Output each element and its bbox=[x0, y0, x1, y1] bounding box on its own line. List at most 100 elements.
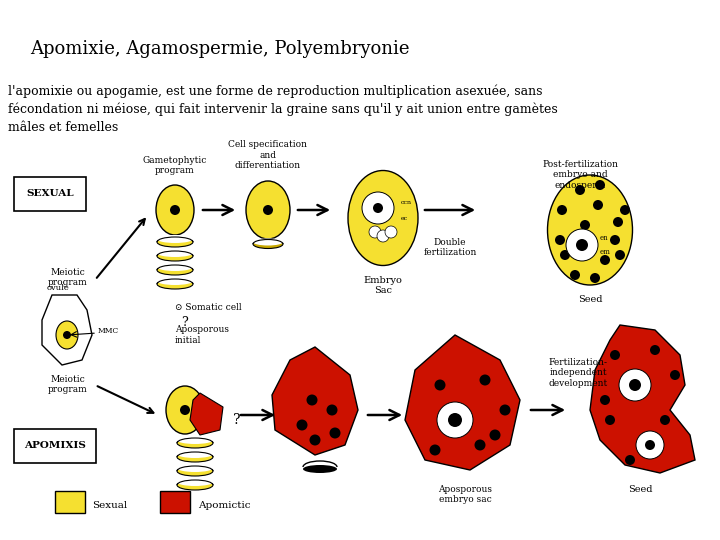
Circle shape bbox=[297, 420, 307, 430]
Text: Seed: Seed bbox=[628, 485, 652, 494]
Circle shape bbox=[660, 415, 670, 425]
Text: Aposporous
embryo sac: Aposporous embryo sac bbox=[438, 485, 492, 504]
Circle shape bbox=[595, 180, 605, 190]
Ellipse shape bbox=[253, 239, 283, 246]
Text: Gametophytic
program: Gametophytic program bbox=[143, 156, 207, 175]
Circle shape bbox=[555, 235, 565, 245]
Ellipse shape bbox=[177, 436, 213, 444]
Text: Post-fertilization
embryo and
endosperm: Post-fertilization embryo and endosperm bbox=[542, 160, 618, 190]
Circle shape bbox=[670, 370, 680, 380]
Circle shape bbox=[650, 345, 660, 355]
Circle shape bbox=[448, 413, 462, 427]
Circle shape bbox=[625, 455, 635, 465]
Text: Aposporous
initial: Aposporous initial bbox=[175, 325, 229, 345]
Text: ?: ? bbox=[181, 315, 189, 328]
Circle shape bbox=[170, 205, 180, 215]
FancyBboxPatch shape bbox=[160, 491, 190, 513]
Circle shape bbox=[615, 250, 625, 260]
Circle shape bbox=[575, 185, 585, 195]
Ellipse shape bbox=[348, 171, 418, 266]
Polygon shape bbox=[190, 393, 223, 435]
FancyBboxPatch shape bbox=[55, 491, 85, 513]
Text: ec: ec bbox=[401, 215, 408, 220]
Circle shape bbox=[63, 331, 71, 339]
Circle shape bbox=[605, 415, 615, 425]
Ellipse shape bbox=[166, 386, 204, 434]
Ellipse shape bbox=[177, 452, 213, 462]
Text: MMC: MMC bbox=[98, 327, 120, 335]
Text: fécondation ni méiose, qui fait intervenir la graine sans qu'il y ait union entr: fécondation ni méiose, qui fait interven… bbox=[8, 103, 558, 117]
Circle shape bbox=[600, 255, 610, 265]
Text: en: en bbox=[600, 234, 608, 242]
Polygon shape bbox=[590, 325, 695, 473]
Circle shape bbox=[180, 405, 190, 415]
Ellipse shape bbox=[157, 265, 193, 275]
Text: Seed: Seed bbox=[577, 295, 602, 304]
Circle shape bbox=[610, 350, 620, 360]
Circle shape bbox=[474, 440, 485, 450]
Ellipse shape bbox=[177, 438, 213, 448]
Ellipse shape bbox=[246, 181, 290, 239]
Ellipse shape bbox=[157, 277, 193, 285]
Ellipse shape bbox=[177, 464, 213, 472]
Ellipse shape bbox=[177, 480, 213, 490]
Circle shape bbox=[619, 369, 651, 401]
Text: Apomictic: Apomictic bbox=[198, 501, 251, 510]
Ellipse shape bbox=[177, 466, 213, 476]
Circle shape bbox=[490, 429, 500, 441]
Circle shape bbox=[590, 273, 600, 283]
Text: Sexual: Sexual bbox=[92, 501, 127, 510]
Circle shape bbox=[620, 205, 630, 215]
Ellipse shape bbox=[157, 279, 193, 289]
Text: ⊙ Somatic cell: ⊙ Somatic cell bbox=[175, 303, 242, 313]
Circle shape bbox=[369, 226, 381, 238]
Ellipse shape bbox=[253, 240, 283, 248]
Text: ccn: ccn bbox=[401, 200, 412, 206]
Text: mâles et femelles: mâles et femelles bbox=[8, 121, 118, 134]
Ellipse shape bbox=[177, 478, 213, 486]
Ellipse shape bbox=[547, 175, 632, 285]
Text: Cell specification
and
differentiation: Cell specification and differentiation bbox=[228, 140, 307, 170]
Text: Fertilization-
independent
development: Fertilization- independent development bbox=[549, 358, 608, 388]
FancyBboxPatch shape bbox=[14, 429, 96, 463]
Circle shape bbox=[629, 379, 641, 391]
Circle shape bbox=[362, 192, 394, 224]
Circle shape bbox=[385, 226, 397, 238]
Polygon shape bbox=[272, 347, 358, 455]
Circle shape bbox=[500, 404, 510, 415]
FancyBboxPatch shape bbox=[14, 177, 86, 211]
Circle shape bbox=[613, 217, 623, 227]
Text: Apomixie, Agamospermie, Polyembryonie: Apomixie, Agamospermie, Polyembryonie bbox=[30, 40, 410, 58]
Text: Double
fertilization: Double fertilization bbox=[423, 238, 477, 258]
Circle shape bbox=[600, 395, 610, 405]
Circle shape bbox=[377, 230, 389, 242]
Circle shape bbox=[263, 205, 273, 215]
Circle shape bbox=[307, 395, 318, 406]
Ellipse shape bbox=[177, 450, 213, 458]
Text: ?: ? bbox=[233, 413, 240, 427]
Circle shape bbox=[560, 250, 570, 260]
Text: Embryo
Sac: Embryo Sac bbox=[364, 276, 402, 295]
Ellipse shape bbox=[157, 263, 193, 271]
Circle shape bbox=[430, 444, 441, 456]
Text: em: em bbox=[600, 248, 611, 256]
Circle shape bbox=[434, 380, 446, 390]
Circle shape bbox=[326, 404, 338, 415]
Ellipse shape bbox=[157, 237, 193, 247]
Circle shape bbox=[330, 428, 341, 438]
Polygon shape bbox=[42, 295, 92, 365]
Circle shape bbox=[580, 220, 590, 230]
Text: l'apomixie ou apogamie, est une forme de reproduction multiplication asexuée, sa: l'apomixie ou apogamie, est une forme de… bbox=[8, 85, 542, 98]
Circle shape bbox=[645, 440, 655, 450]
Circle shape bbox=[480, 375, 490, 386]
Text: APOMIXIS: APOMIXIS bbox=[24, 442, 86, 450]
Circle shape bbox=[593, 200, 603, 210]
Polygon shape bbox=[405, 335, 520, 470]
Circle shape bbox=[557, 205, 567, 215]
Ellipse shape bbox=[303, 465, 337, 473]
Text: ovule: ovule bbox=[47, 284, 70, 292]
Ellipse shape bbox=[157, 251, 193, 261]
Ellipse shape bbox=[157, 249, 193, 257]
Circle shape bbox=[310, 435, 320, 446]
Ellipse shape bbox=[157, 235, 193, 243]
